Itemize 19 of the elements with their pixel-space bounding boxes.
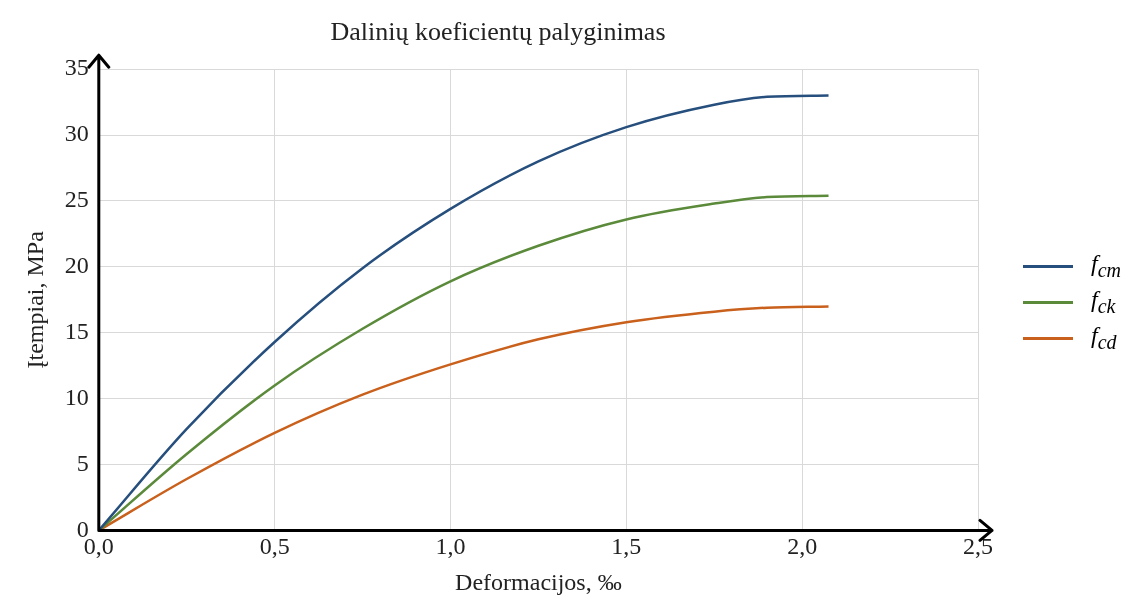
y-tick-label: 35 [64,54,89,81]
line-series [98,94,830,531]
legend-label: f$_{cd}$ [1091,322,1117,354]
y-tick-label: 10 [64,383,89,410]
y-axis-title: Įtempiai, MPa [21,230,48,369]
y-tick-label: 15 [64,318,89,345]
x-tick-label: 0,5 [259,533,290,560]
x-tick-label: 2,0 [787,533,818,560]
legend-label: f$_{ck}$ [1091,286,1116,318]
y-tick-label: 5 [76,449,89,476]
x-tick-label: 2,5 [963,533,993,560]
y-tick-label: 20 [64,252,89,279]
x-tick-label: 1,0 [435,533,466,560]
legend-label: f$_{cm}$ [1091,250,1121,282]
x-axis-title: Deformacijos, ‰ [455,568,622,595]
y-tick-label: 25 [64,186,89,213]
x-tick-label: 1,5 [611,533,642,560]
y-tick-label: 30 [64,120,89,147]
chart-title: Dalinių koeficientų palyginimas [330,17,666,47]
